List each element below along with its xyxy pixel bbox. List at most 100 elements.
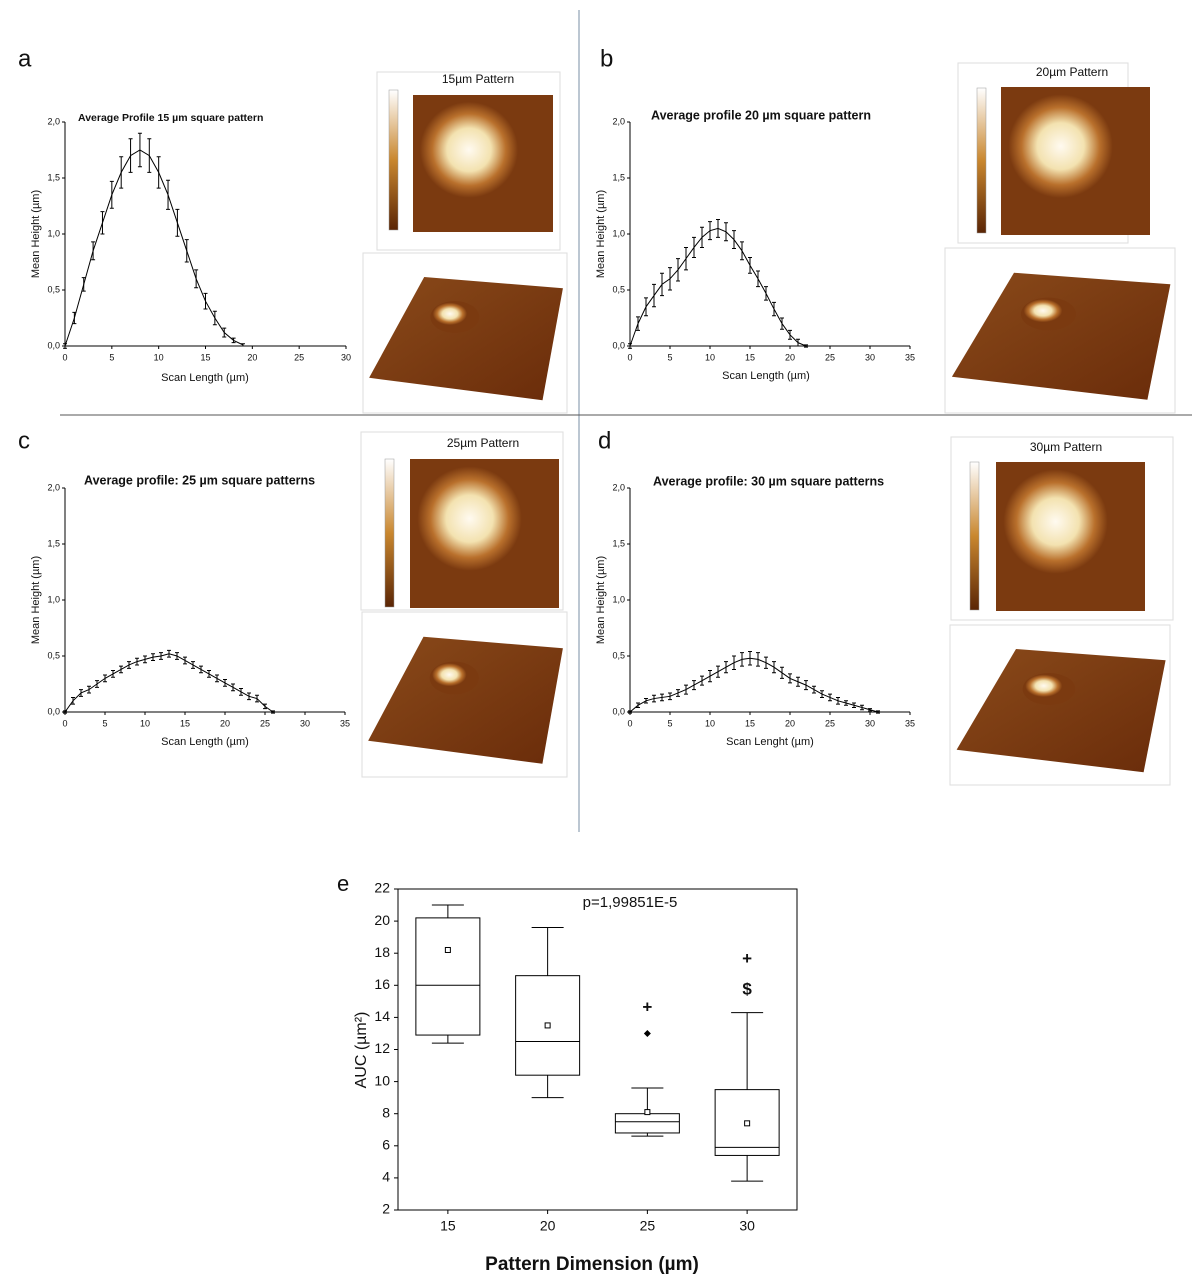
y-tick-label: 2,0 (47, 116, 60, 126)
y-tick-label: 0,5 (612, 650, 625, 660)
mean (745, 1121, 750, 1126)
box (416, 918, 480, 1035)
afm-image (1001, 87, 1150, 235)
y-tick-label: 1,5 (47, 538, 60, 548)
error-bar (215, 675, 219, 682)
x-tick-label: 30 (865, 352, 875, 362)
error-bar (796, 339, 800, 346)
error-bar (748, 258, 752, 274)
image-title: 30µm Pattern (1030, 440, 1102, 454)
afm-image (996, 462, 1145, 611)
colorbar (385, 459, 394, 607)
x-tick-label: 10 (140, 718, 150, 728)
panel-label: b (600, 45, 613, 72)
error-bar (199, 666, 203, 673)
x-tick-label: 10 (154, 352, 164, 362)
error-bar (772, 662, 776, 673)
x-tick-label: 25 (640, 1218, 656, 1234)
error-bar (668, 268, 672, 290)
x-axis-label: Pattern Dimension (µm) (485, 1254, 699, 1275)
error-bar (780, 667, 784, 678)
error-bar (157, 157, 161, 188)
outlier (644, 1030, 651, 1037)
x-tick-label: 25 (825, 718, 835, 728)
annotation: p=1,99851E-5 (583, 894, 678, 911)
error-bar (223, 680, 227, 687)
x-tick-label: 25 (294, 352, 304, 362)
error-bar (684, 685, 688, 694)
y-tick-label: 2,0 (47, 482, 60, 492)
y-tick-label: 12 (374, 1040, 390, 1056)
error-bar (724, 662, 728, 673)
error-bar (110, 181, 114, 208)
y-tick-label: 16 (374, 976, 390, 992)
figure: 0,00,51,01,52,0051015202530Average Profi… (0, 0, 1192, 1276)
y-tick-label: 0,0 (47, 706, 60, 716)
x-tick-label: 20 (247, 352, 257, 362)
error-bar (772, 302, 776, 315)
y-tick-label: 1,0 (47, 594, 60, 604)
error-bar (676, 259, 680, 281)
panel-label: e (337, 871, 349, 896)
significance-marker: $ (742, 980, 752, 999)
error-bar (191, 662, 195, 669)
error-bar (764, 287, 768, 300)
y-tick-label: 4 (382, 1169, 390, 1185)
y-tick-label: 14 (374, 1008, 390, 1024)
mean (445, 947, 450, 952)
y-tick-label: 1,0 (47, 228, 60, 238)
error-bar (708, 671, 712, 682)
error-bar (138, 133, 142, 167)
significance-marker: + (642, 997, 652, 1016)
error-bar (213, 311, 217, 324)
afm-feature (1023, 673, 1076, 705)
y-axis-label: Mean Height (µm) (595, 556, 607, 644)
error-bar (95, 681, 99, 688)
error-bar (788, 330, 792, 339)
plot-frame (398, 889, 797, 1210)
y-tick-label: 1,5 (612, 538, 625, 548)
error-bar (103, 675, 107, 682)
x-tick-label: 35 (905, 718, 915, 728)
y-axis-label: AUC (µm²) (353, 1012, 370, 1089)
y-tick-label: 1,0 (612, 594, 625, 604)
error-bar (119, 666, 123, 673)
x-tick-label: 35 (905, 352, 915, 362)
error-bar (183, 657, 187, 664)
error-bar (684, 247, 688, 269)
x-tick-label: 30 (341, 352, 351, 362)
y-tick-label: 2,0 (612, 116, 625, 126)
profile-line (630, 658, 878, 712)
afm-feature (1021, 298, 1076, 331)
x-tick-label: 5 (667, 718, 672, 728)
x-axis-label: Scan Length (µm) (161, 372, 249, 384)
x-tick-label: 25 (825, 352, 835, 362)
error-bar (764, 657, 768, 668)
error-bar (780, 318, 784, 329)
x-tick-label: 30 (739, 1218, 755, 1234)
x-tick-label: 0 (627, 718, 632, 728)
x-tick-label: 15 (440, 1218, 456, 1234)
box (615, 1114, 679, 1133)
x-tick-label: 20 (540, 1218, 556, 1234)
afm-feature (430, 301, 479, 333)
y-tick-label: 1,0 (612, 228, 625, 238)
error-bar (796, 677, 800, 686)
y-tick-label: 6 (382, 1137, 390, 1153)
error-bar (241, 344, 245, 346)
error-bar (194, 270, 198, 288)
mean (545, 1023, 550, 1028)
error-bar (100, 212, 104, 234)
error-bar (804, 681, 808, 690)
colorbar (977, 88, 986, 233)
x-tick-label: 25 (260, 718, 270, 728)
error-bar (222, 328, 226, 337)
x-tick-label: 20 (220, 718, 230, 728)
y-tick-label: 1,5 (612, 172, 625, 182)
x-tick-label: 35 (340, 718, 350, 728)
error-bar (127, 662, 131, 669)
colorbar (970, 462, 979, 610)
x-tick-label: 5 (102, 718, 107, 728)
y-tick-label: 18 (374, 944, 390, 960)
y-tick-label: 22 (374, 880, 390, 896)
